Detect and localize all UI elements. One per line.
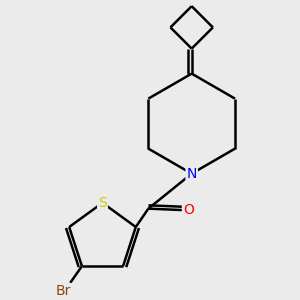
Text: Br: Br	[56, 284, 71, 298]
Text: N: N	[187, 167, 197, 181]
Text: O: O	[183, 203, 194, 217]
Text: S: S	[98, 196, 107, 210]
